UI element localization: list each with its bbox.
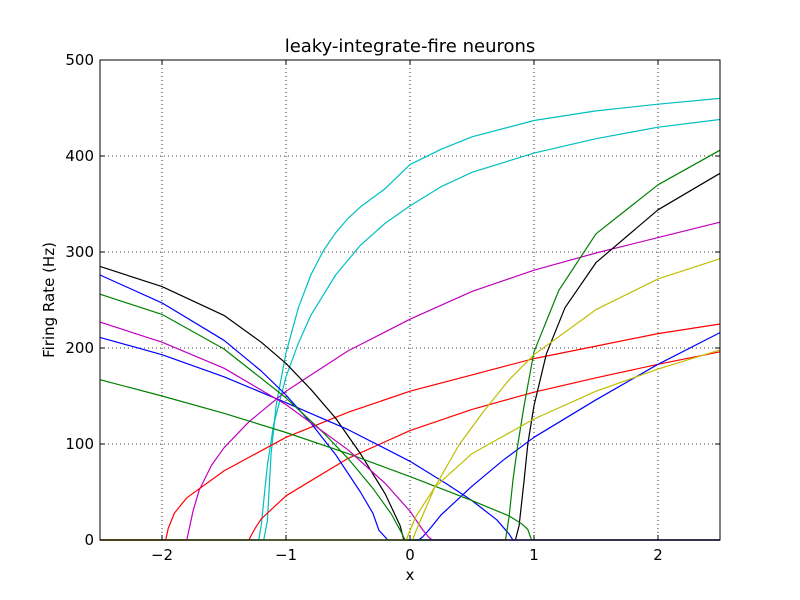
series-line xyxy=(100,149,721,541)
series-line xyxy=(99,293,720,541)
y-tick-label: 0 xyxy=(84,531,94,549)
x-tick-label: −1 xyxy=(275,546,297,564)
y-tick-label: 100 xyxy=(65,435,94,453)
series-line xyxy=(100,332,721,541)
series-line xyxy=(99,336,720,541)
y-axis-label: Firing Rate (Hz) xyxy=(40,242,58,358)
ticks: −2 −1 0 1 2 0 100 200 300 400 500 xyxy=(65,51,720,564)
series-line xyxy=(99,379,720,541)
y-tick-label: 500 xyxy=(65,51,94,69)
y-tick-label: 300 xyxy=(65,243,94,261)
series-line xyxy=(100,221,721,541)
series-line xyxy=(100,118,721,541)
series-line xyxy=(100,349,721,541)
plot-lines xyxy=(99,97,721,541)
y-tick-label: 400 xyxy=(65,147,94,165)
x-tick-label: −2 xyxy=(151,546,173,564)
x-tick-label: 1 xyxy=(529,546,539,564)
grid xyxy=(100,59,720,541)
x-tick-label: 0 xyxy=(405,546,415,564)
series-line xyxy=(100,323,721,541)
y-tick-label: 200 xyxy=(65,339,94,357)
x-tick-label: 2 xyxy=(653,546,663,564)
x-axis-label: x xyxy=(406,566,415,584)
chart-title: leaky-integrate-fire neurons xyxy=(285,36,536,57)
series-line xyxy=(100,351,721,541)
series-line xyxy=(100,258,721,541)
